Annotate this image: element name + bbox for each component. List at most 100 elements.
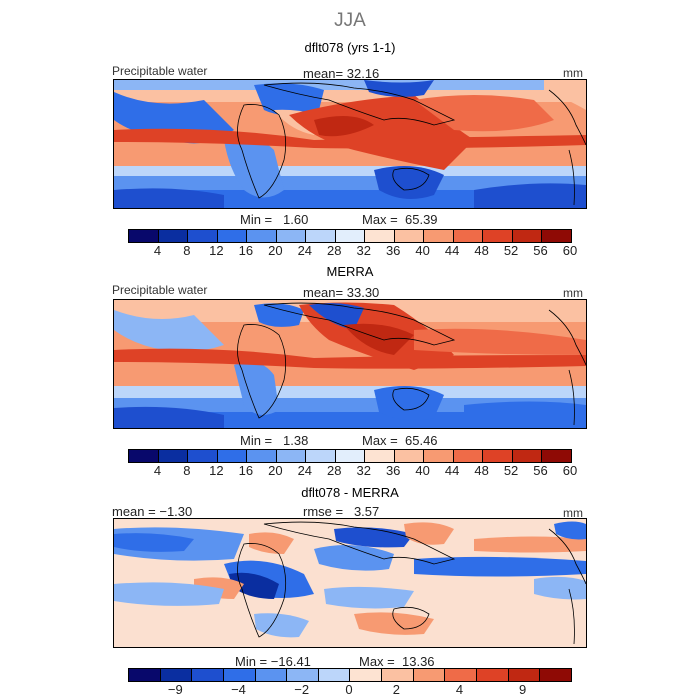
panel-2-mean: mean= 33.30 (303, 285, 380, 300)
colorbar-tick-label: 28 (327, 463, 342, 478)
panel-1-title: dflt078 (yrs 1-1) (304, 40, 396, 55)
colorbar-swatch (129, 230, 159, 242)
colorbar-swatch (483, 230, 513, 242)
colorbar-swatch (192, 669, 224, 681)
colorbar-swatch (129, 450, 159, 462)
colorbar-swatch (335, 230, 366, 242)
colorbar-tick-label: 52 (503, 463, 519, 478)
panel-1-units: mm (563, 66, 583, 80)
colorbar-swatch (542, 230, 571, 242)
panel-2-variable-label: Precipitable water (112, 283, 208, 297)
colorbar-swatch (247, 230, 277, 242)
colorbar-swatch (382, 669, 414, 681)
colorbar-tick-label: 52 (503, 243, 519, 258)
colorbar-swatch (424, 230, 454, 242)
colorbar-swatch (158, 230, 189, 242)
colorbar-swatch (512, 450, 543, 462)
colorbar-swatch (453, 450, 484, 462)
colorbar-tick-label: 44 (444, 463, 460, 478)
colorbar-swatch (477, 669, 509, 681)
panel-3-min: Min = −16.41 (235, 654, 311, 669)
colorbar-swatch (540, 669, 571, 681)
colorbar-swatch (247, 450, 277, 462)
colorbar-tick-label: 32 (356, 243, 371, 258)
colorbar-swatch (217, 230, 248, 242)
panel-2-map (113, 299, 587, 429)
colorbar-tick-label: 8 (183, 243, 191, 258)
panel-3-map (113, 518, 587, 648)
colorbar-tick-label: 48 (474, 243, 489, 258)
colorbar-swatch (158, 450, 189, 462)
colorbar-swatch (188, 230, 218, 242)
colorbar-swatch (160, 669, 193, 681)
panel-1-colorbar (128, 229, 572, 243)
colorbar-tick-label: 9 (519, 682, 527, 697)
colorbar-tick-label: 16 (238, 243, 254, 258)
colorbar-tick-label: 20 (268, 463, 283, 478)
colorbar-swatch (394, 450, 425, 462)
colorbar-swatch (318, 669, 351, 681)
colorbar-swatch (335, 450, 366, 462)
colorbar-swatch (217, 450, 248, 462)
colorbar-swatch (365, 450, 395, 462)
panel-2-min: Min = 1.38 (240, 433, 309, 448)
colorbar-swatch (223, 669, 256, 681)
panel-3-colorbar (128, 668, 572, 682)
colorbar-tick-label: 56 (533, 243, 548, 258)
colorbar-tick-label: 24 (297, 243, 313, 258)
colorbar-swatch (365, 230, 395, 242)
colorbar-swatch (424, 450, 454, 462)
panel-1-max: Max = 65.39 (362, 212, 438, 227)
colorbar-tick-label: 4 (153, 243, 162, 258)
panel-3-rmse: rmse = 3.57 (303, 504, 380, 519)
panel-1-variable-label: Precipitable water (112, 64, 208, 78)
panel-3-units: mm (563, 506, 583, 520)
panel-2-title: MERRA (326, 264, 374, 279)
colorbar-tick-label: 36 (385, 243, 401, 258)
colorbar-tick-label: 4 (153, 463, 162, 478)
colorbar-swatch (413, 669, 446, 681)
colorbar-tick-label: 48 (474, 463, 489, 478)
season-title: JJA (334, 10, 366, 31)
colorbar-swatch (394, 230, 425, 242)
panel-1-mean: mean= 32.16 (303, 66, 380, 81)
colorbar-swatch (188, 450, 218, 462)
panel-2-colorbar (128, 449, 572, 463)
colorbar-tick-label: 4 (455, 682, 464, 697)
colorbar-swatch (287, 669, 319, 681)
colorbar-tick-label: 60 (562, 463, 578, 478)
colorbar-tick-label: −4 (231, 682, 246, 697)
colorbar-swatch (306, 450, 336, 462)
colorbar-swatch (453, 230, 484, 242)
colorbar-tick-label: 16 (238, 463, 254, 478)
colorbar-tick-label: 20 (268, 243, 283, 258)
panel-2-units: mm (563, 286, 583, 300)
colorbar-tick-label: 40 (415, 243, 430, 258)
panel-1-min: Min = 1.60 (240, 212, 309, 227)
colorbar-tick-label: −2 (294, 682, 310, 697)
colorbar-tick-label: 24 (297, 463, 313, 478)
colorbar-tick-label: 44 (444, 243, 460, 258)
panel-2-max: Max = 65.46 (362, 433, 438, 448)
colorbar-tick-label: 12 (209, 463, 224, 478)
colorbar-tick-label: −9 (167, 682, 183, 697)
colorbar-swatch (542, 450, 571, 462)
colorbar-swatch (350, 669, 383, 681)
colorbar-swatch (512, 230, 543, 242)
colorbar-tick-label: 8 (183, 463, 191, 478)
colorbar-tick-label: 32 (356, 463, 371, 478)
colorbar-tick-label: 56 (533, 463, 548, 478)
colorbar-swatch (276, 230, 307, 242)
colorbar-tick-label: 36 (385, 463, 401, 478)
colorbar-tick-label: 40 (415, 463, 430, 478)
colorbar-swatch (255, 669, 288, 681)
colorbar-tick-label: 2 (392, 682, 400, 697)
panel-3-mean: mean = −1.30 (112, 504, 193, 519)
colorbar-tick-label: 0 (345, 682, 353, 697)
panel-3-max: Max = 13.36 (359, 654, 435, 669)
colorbar-swatch (508, 669, 541, 681)
colorbar-tick-label: 60 (562, 243, 578, 258)
panel-3-title: dflt078 - MERRA (301, 485, 399, 500)
colorbar-swatch (483, 450, 513, 462)
colorbar-tick-label: 28 (327, 243, 342, 258)
